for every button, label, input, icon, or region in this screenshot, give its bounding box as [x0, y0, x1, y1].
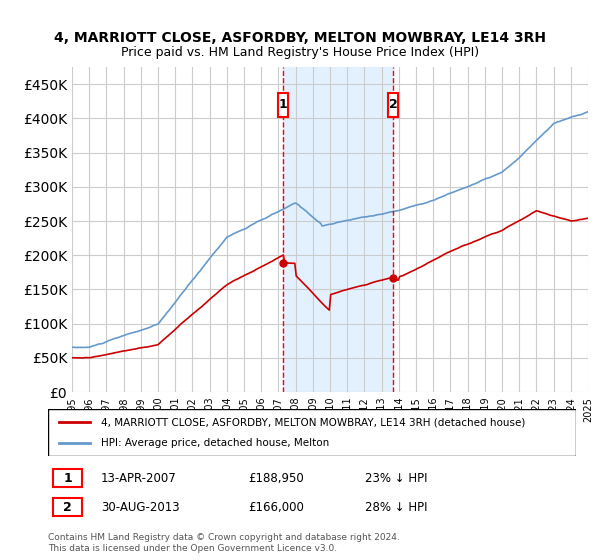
Text: £166,000: £166,000 — [248, 501, 305, 514]
Text: 2: 2 — [389, 99, 397, 111]
Text: 28% ↓ HPI: 28% ↓ HPI — [365, 501, 427, 514]
FancyBboxPatch shape — [53, 498, 82, 516]
Text: Price paid vs. HM Land Registry's House Price Index (HPI): Price paid vs. HM Land Registry's House … — [121, 46, 479, 59]
Text: 1: 1 — [63, 472, 72, 484]
Text: 23% ↓ HPI: 23% ↓ HPI — [365, 472, 427, 484]
Text: 4, MARRIOTT CLOSE, ASFORDBY, MELTON MOWBRAY, LE14 3RH: 4, MARRIOTT CLOSE, ASFORDBY, MELTON MOWB… — [54, 31, 546, 45]
FancyBboxPatch shape — [48, 409, 576, 456]
Text: 13-APR-2007: 13-APR-2007 — [101, 472, 176, 484]
Text: Contains HM Land Registry data © Crown copyright and database right 2024.
This d: Contains HM Land Registry data © Crown c… — [48, 533, 400, 553]
FancyBboxPatch shape — [278, 92, 289, 117]
Text: 4, MARRIOTT CLOSE, ASFORDBY, MELTON MOWBRAY, LE14 3RH (detached house): 4, MARRIOTT CLOSE, ASFORDBY, MELTON MOWB… — [101, 417, 525, 427]
Text: 1: 1 — [279, 99, 287, 111]
FancyBboxPatch shape — [388, 92, 398, 117]
Text: 30-AUG-2013: 30-AUG-2013 — [101, 501, 179, 514]
Text: 2: 2 — [63, 501, 72, 514]
Text: HPI: Average price, detached house, Melton: HPI: Average price, detached house, Melt… — [101, 438, 329, 448]
Text: £188,950: £188,950 — [248, 472, 304, 484]
Bar — [283, 67, 393, 392]
FancyBboxPatch shape — [53, 469, 82, 487]
